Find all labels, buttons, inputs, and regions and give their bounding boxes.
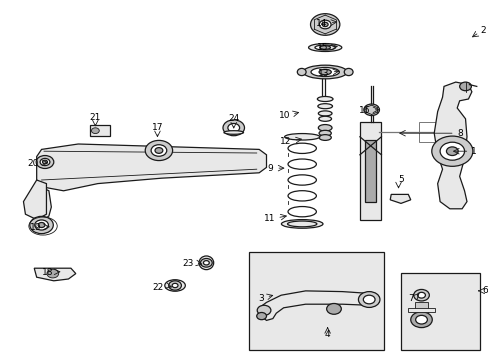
Circle shape [91, 128, 99, 134]
Ellipse shape [319, 130, 331, 136]
Ellipse shape [310, 68, 339, 77]
Ellipse shape [317, 96, 332, 102]
Bar [414, 302, 427, 316]
Circle shape [257, 305, 270, 315]
Bar [400, 273, 479, 350]
Text: 4: 4 [324, 330, 330, 339]
Text: 23: 23 [182, 259, 194, 269]
Polygon shape [34, 268, 76, 281]
Text: 3: 3 [258, 293, 264, 302]
Circle shape [47, 269, 59, 278]
Polygon shape [433, 82, 471, 209]
Ellipse shape [164, 280, 185, 291]
Text: 24: 24 [227, 114, 239, 123]
Bar [418, 122, 448, 142]
Text: 5: 5 [397, 175, 403, 184]
Circle shape [200, 258, 212, 267]
Text: 19: 19 [30, 223, 41, 233]
Circle shape [155, 148, 163, 153]
Ellipse shape [303, 65, 346, 79]
Ellipse shape [297, 68, 305, 76]
Circle shape [256, 312, 266, 320]
Bar [359, 122, 381, 220]
Circle shape [446, 147, 457, 156]
Circle shape [36, 156, 54, 168]
Ellipse shape [344, 68, 352, 76]
Ellipse shape [317, 104, 332, 109]
Circle shape [30, 216, 53, 234]
Ellipse shape [318, 116, 331, 121]
Circle shape [223, 120, 244, 136]
Text: 18: 18 [41, 269, 53, 277]
Circle shape [459, 82, 470, 91]
Ellipse shape [318, 125, 331, 131]
Text: 21: 21 [89, 112, 101, 122]
Ellipse shape [319, 135, 331, 140]
Circle shape [410, 312, 431, 328]
Polygon shape [23, 180, 46, 220]
Circle shape [363, 295, 374, 304]
Circle shape [35, 220, 48, 230]
Circle shape [326, 303, 341, 314]
Ellipse shape [319, 46, 330, 49]
Ellipse shape [318, 111, 331, 116]
Text: 8: 8 [457, 129, 463, 138]
Circle shape [172, 283, 178, 288]
Circle shape [439, 142, 464, 160]
Bar [365, 140, 375, 202]
Bar [407, 308, 434, 312]
Text: 16: 16 [358, 107, 370, 115]
Circle shape [38, 222, 45, 228]
Polygon shape [389, 194, 410, 203]
Circle shape [322, 22, 327, 27]
Circle shape [417, 292, 425, 298]
Ellipse shape [281, 220, 322, 228]
Circle shape [42, 160, 47, 164]
Text: 2: 2 [479, 26, 485, 35]
Circle shape [415, 315, 427, 324]
Circle shape [431, 136, 472, 166]
Text: 6: 6 [481, 287, 487, 295]
Text: 9: 9 [266, 163, 272, 173]
Ellipse shape [314, 45, 335, 50]
Text: 14: 14 [315, 19, 327, 28]
Text: 17: 17 [151, 123, 163, 132]
Bar [90, 125, 110, 136]
Circle shape [413, 289, 428, 301]
Text: 7: 7 [407, 293, 413, 302]
Text: 1: 1 [470, 147, 476, 156]
Ellipse shape [308, 44, 341, 51]
Circle shape [319, 20, 330, 29]
Polygon shape [29, 187, 51, 221]
Text: 10: 10 [278, 111, 290, 120]
Circle shape [227, 123, 239, 132]
Text: 20: 20 [27, 159, 39, 168]
Polygon shape [37, 144, 266, 191]
Circle shape [310, 14, 339, 35]
Circle shape [151, 145, 166, 156]
Text: 15: 15 [316, 43, 327, 52]
Circle shape [358, 292, 379, 307]
Circle shape [203, 261, 209, 265]
Text: 13: 13 [317, 68, 329, 77]
Circle shape [168, 281, 181, 290]
Ellipse shape [199, 256, 213, 270]
Circle shape [363, 104, 379, 116]
Ellipse shape [224, 131, 243, 134]
Text: 11: 11 [264, 214, 275, 223]
Ellipse shape [319, 69, 331, 75]
Circle shape [40, 158, 50, 166]
Bar [249, 252, 383, 350]
Circle shape [145, 140, 172, 161]
Ellipse shape [284, 134, 319, 140]
Text: 22: 22 [152, 283, 163, 292]
Text: 12: 12 [280, 137, 291, 146]
